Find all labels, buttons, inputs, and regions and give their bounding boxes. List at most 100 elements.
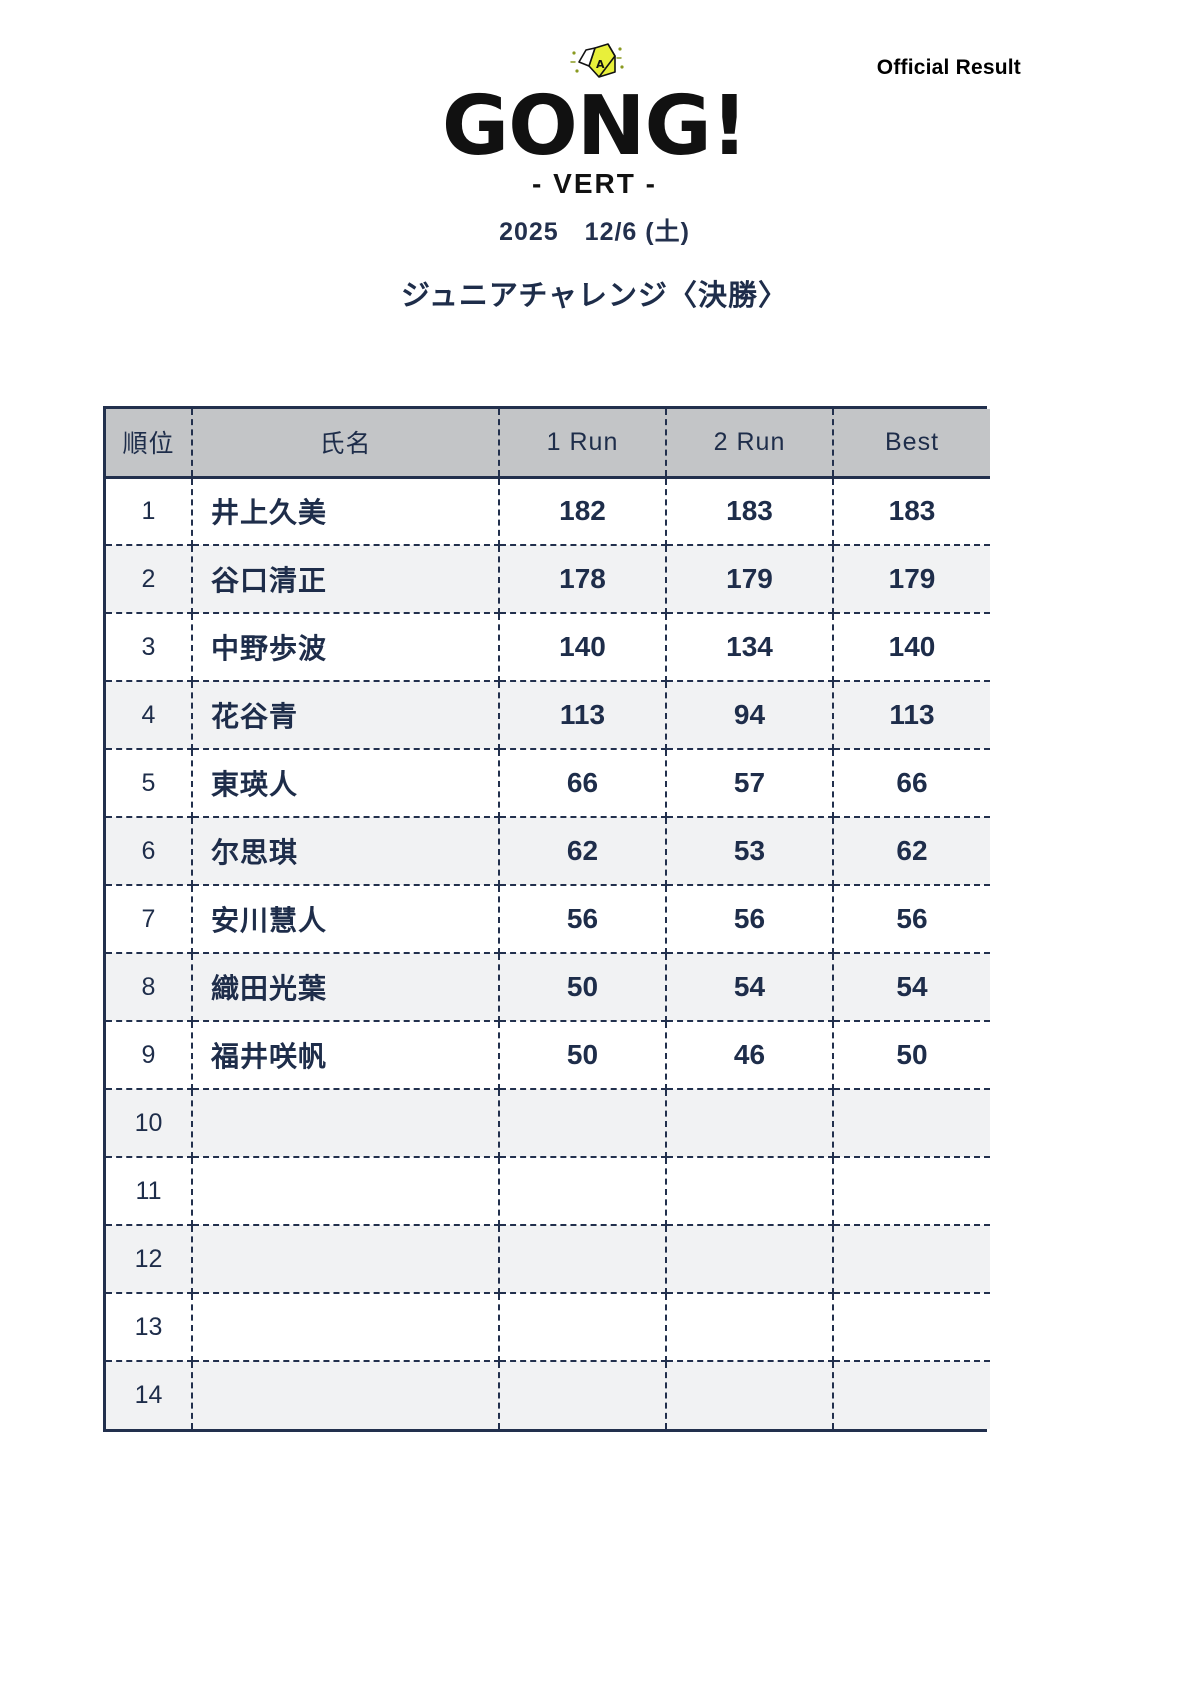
cell-rank: 1: [106, 477, 193, 546]
cell-run1: 140: [499, 613, 667, 682]
cell-run1: [499, 1089, 667, 1158]
cell-name: 織田光葉: [192, 953, 500, 1022]
cell-run2: 94: [666, 681, 834, 750]
cell-run1: [499, 1293, 667, 1362]
table-row: 14: [106, 1361, 990, 1429]
cell-name: 花谷青: [192, 681, 500, 750]
cell-rank: 12: [106, 1225, 193, 1294]
cell-run1: 66: [499, 749, 667, 818]
table-row: 7 安川慧人 56 56 56: [106, 885, 990, 954]
gong-bell-icon: A: [565, 40, 625, 92]
cell-name: 谷口清正: [192, 545, 500, 614]
event-branding: A GONG! - VERT - 2025 12/6 (土): [0, 40, 1189, 248]
cell-name: 福井咲帆: [192, 1021, 500, 1090]
table-row: 8 織田光葉 50 54 54: [106, 953, 990, 1022]
cell-best: [833, 1089, 990, 1158]
table-body: 1 井上久美 182 183 183 2 谷口清正 178 179 179 3 中野歩波 140 134 1…: [106, 477, 990, 1429]
svg-text:A: A: [596, 58, 605, 71]
cell-best: 179: [833, 545, 990, 614]
cell-best: 62: [833, 817, 990, 886]
cell-rank: 14: [106, 1361, 193, 1429]
cell-rank: 6: [106, 817, 193, 886]
cell-best: 113: [833, 681, 990, 750]
table-row: 1 井上久美 182 183 183: [106, 477, 990, 546]
cell-rank: 7: [106, 885, 193, 954]
cell-best: 66: [833, 749, 990, 818]
table-row: 4 花谷青 113 94 113: [106, 681, 990, 750]
table-row: 6 尔思琪 62 53 62: [106, 817, 990, 886]
cell-name: [192, 1361, 500, 1429]
table-row: 11: [106, 1157, 990, 1226]
table-header-row: 順位 氏名 1 Run 2 Run Best: [106, 409, 990, 477]
event-date: 2025 12/6 (土): [499, 217, 690, 246]
cell-rank: 8: [106, 953, 193, 1022]
table-row: 2 谷口清正 178 179 179: [106, 545, 990, 614]
table-row: 5 東瑛人 66 57 66: [106, 749, 990, 818]
cell-name: [192, 1089, 500, 1158]
cell-run1: 62: [499, 817, 667, 886]
column-header-best: Best: [833, 409, 990, 477]
cell-best: [833, 1361, 990, 1429]
cell-best: 140: [833, 613, 990, 682]
official-result-label: Official Result: [876, 56, 1021, 79]
results-table-container: 順位 氏名 1 Run 2 Run Best 1 井上久美 182 183 183 2 谷口…: [103, 406, 990, 1432]
cell-name: 安川慧人: [192, 885, 500, 954]
table-row: 13: [106, 1293, 990, 1362]
cell-run1: [499, 1225, 667, 1294]
table-row: 12: [106, 1225, 990, 1294]
cell-run2: [666, 1293, 834, 1362]
cell-rank: 2: [106, 545, 193, 614]
cell-run1: 56: [499, 885, 667, 954]
cell-name: 井上久美: [192, 477, 500, 546]
table-row: 10: [106, 1089, 990, 1158]
cell-run1: 50: [499, 953, 667, 1022]
column-header-rank: 順位: [106, 409, 193, 477]
table-row: 9 福井咲帆 50 46 50: [106, 1021, 990, 1090]
cell-best: [833, 1225, 990, 1294]
table-row: 3 中野歩波 140 134 140: [106, 613, 990, 682]
cell-best: 56: [833, 885, 990, 954]
cell-run2: 53: [666, 817, 834, 886]
cell-name: 尔思琪: [192, 817, 500, 886]
cell-run2: [666, 1089, 834, 1158]
logo-wordmark: GONG!: [441, 79, 748, 174]
cell-run1: [499, 1361, 667, 1429]
cell-rank: 10: [106, 1089, 193, 1158]
cell-run1: 182: [499, 477, 667, 546]
column-header-run1: 1 Run: [499, 409, 667, 477]
cell-run2: 134: [666, 613, 834, 682]
cell-run2: 183: [666, 477, 834, 546]
results-table: 順位 氏名 1 Run 2 Run Best 1 井上久美 182 183 183 2 谷口…: [106, 409, 990, 1429]
cell-rank: 4: [106, 681, 193, 750]
page-title: ジュニアチャレンジ〈決勝〉: [400, 280, 789, 312]
cell-run1: 113: [499, 681, 667, 750]
cell-name: [192, 1293, 500, 1362]
cell-run1: 178: [499, 545, 667, 614]
cell-run2: [666, 1361, 834, 1429]
cell-run2: [666, 1225, 834, 1294]
cell-run2: 56: [666, 885, 834, 954]
cell-rank: 11: [106, 1157, 193, 1226]
cell-best: 183: [833, 477, 990, 546]
cell-run2: 46: [666, 1021, 834, 1090]
cell-best: 54: [833, 953, 990, 1022]
cell-rank: 13: [106, 1293, 193, 1362]
cell-name: 東瑛人: [192, 749, 500, 818]
cell-rank: 9: [106, 1021, 193, 1090]
cell-run1: [499, 1157, 667, 1226]
cell-run1: 50: [499, 1021, 667, 1090]
cell-run2: 179: [666, 545, 834, 614]
cell-name: 中野歩波: [192, 613, 500, 682]
cell-best: [833, 1293, 990, 1362]
logo-subtitle: - VERT -: [532, 167, 657, 199]
cell-run2: 54: [666, 953, 834, 1022]
cell-rank: 3: [106, 613, 193, 682]
cell-run2: 57: [666, 749, 834, 818]
cell-best: [833, 1157, 990, 1226]
cell-name: [192, 1157, 500, 1226]
cell-run2: [666, 1157, 834, 1226]
cell-name: [192, 1225, 500, 1294]
cell-rank: 5: [106, 749, 193, 818]
cell-best: 50: [833, 1021, 990, 1090]
column-header-name: 氏名: [192, 409, 500, 477]
